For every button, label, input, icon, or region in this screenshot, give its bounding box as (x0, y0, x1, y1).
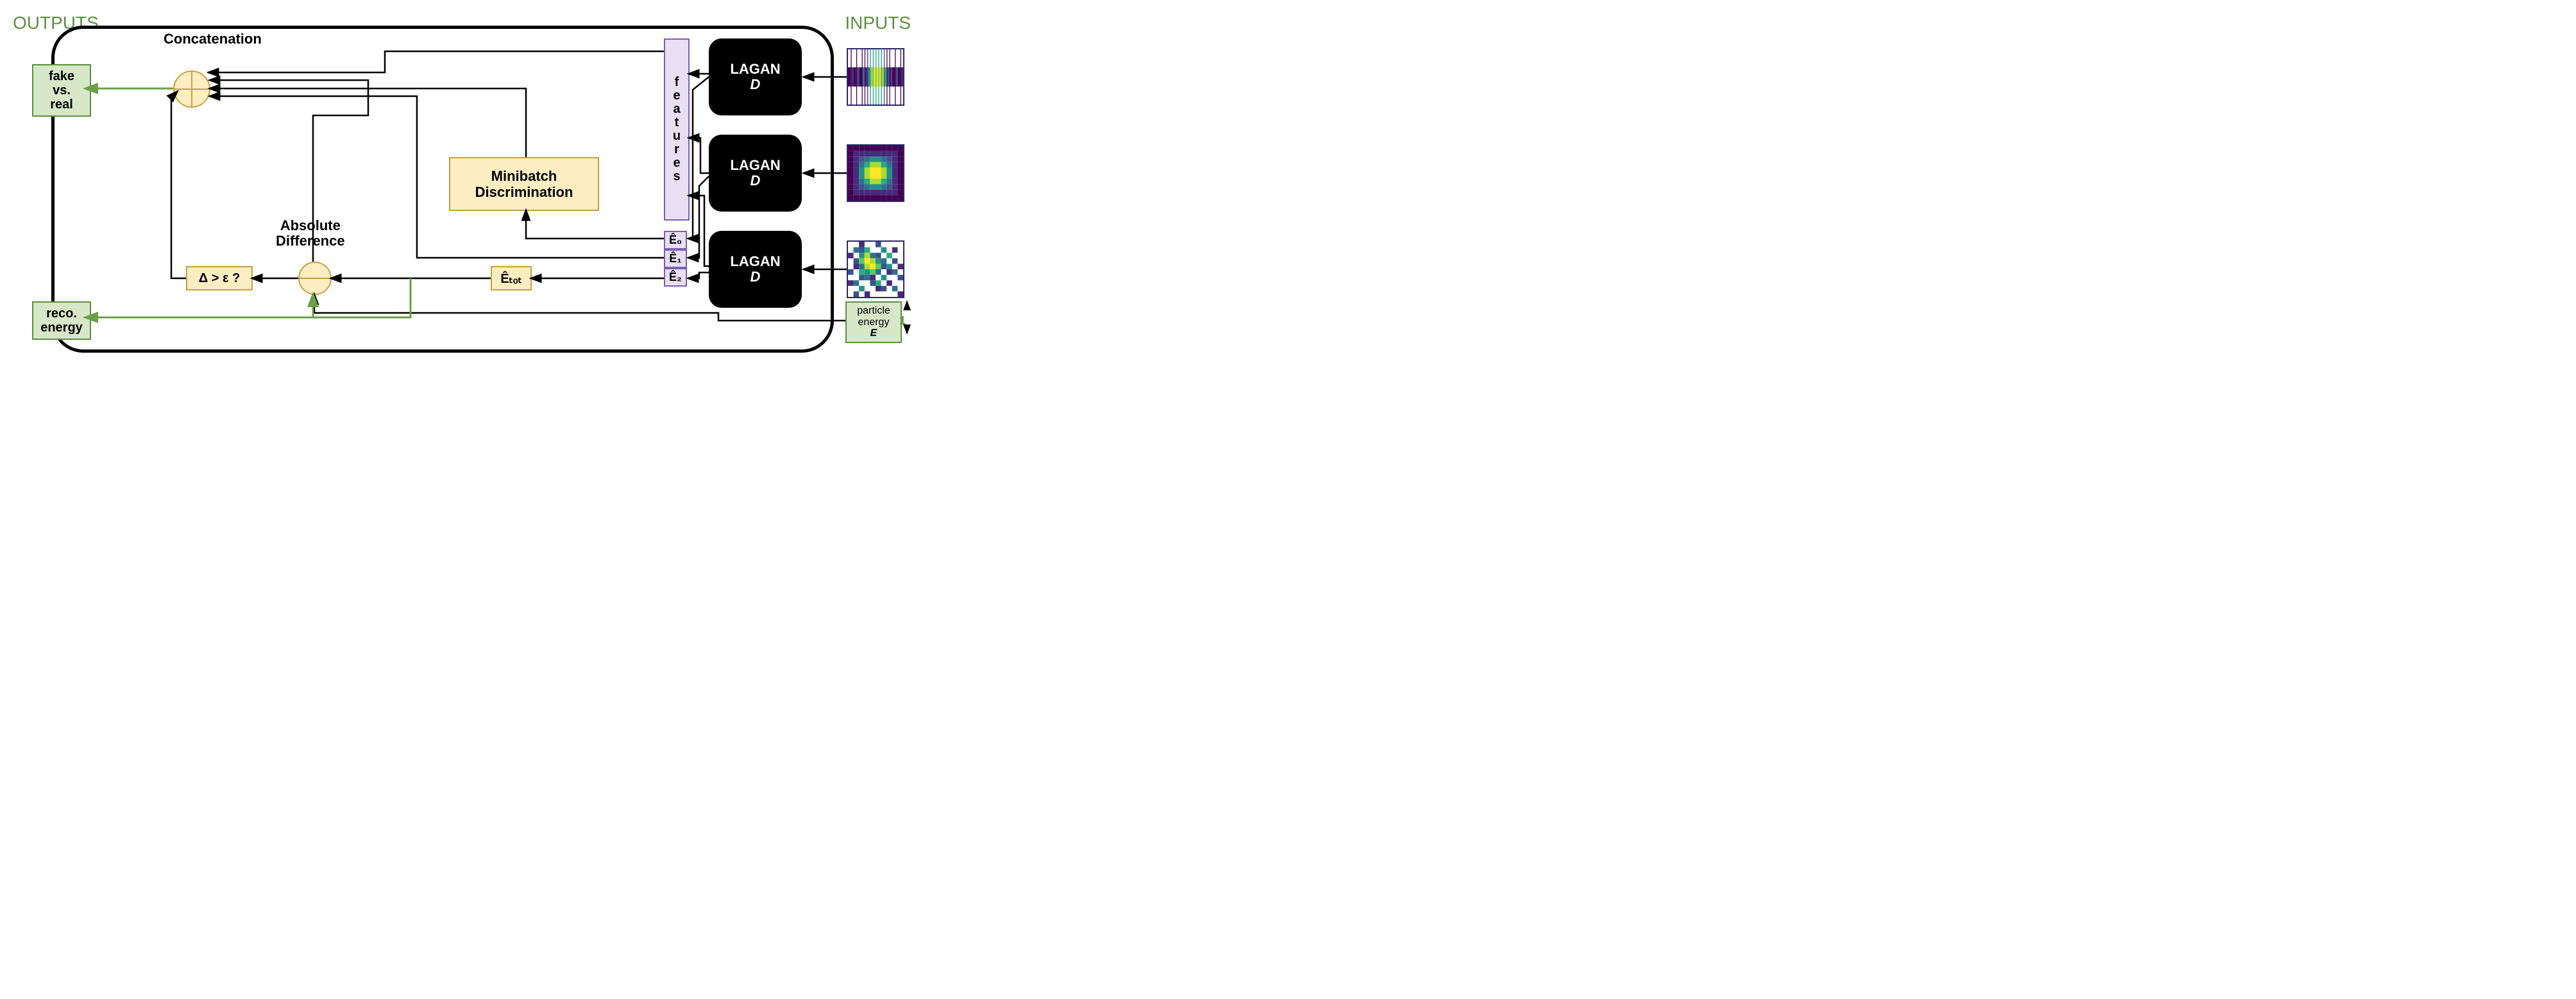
lagan-d: D (750, 173, 761, 189)
input-heatmap-1 (847, 144, 904, 202)
energy-stack: Ê₀ Ê₁ Ê₂ (664, 231, 687, 287)
output-reco-energy: reco. energy (32, 301, 91, 340)
lagan-title: LAGAN (730, 158, 780, 173)
concat-label: Concatenation (164, 31, 262, 47)
output-fake-real: fake vs. real (32, 64, 91, 117)
minibatch-box: Minibatch Discrimination (449, 157, 599, 211)
lagan-d: D (750, 269, 761, 285)
concat-node (173, 71, 210, 108)
input-heatmap-2 (847, 240, 904, 298)
absdiff-label: Absolute Difference (276, 218, 345, 249)
inputs-label: INPUTS (845, 13, 911, 33)
lagan-title: LAGAN (730, 254, 780, 269)
absdiff-node (298, 262, 332, 295)
diagram-canvas: OUTPUTS INPUTS LAGAN D LAGAN D LAGAN D f… (13, 13, 911, 361)
etot-box: Êₜₒₜ (491, 266, 532, 290)
energy-e2: Ê₂ (664, 268, 687, 287)
lagan-d: D (750, 77, 761, 92)
lagan-box-0: LAGAN D (709, 38, 802, 115)
energy-e0: Ê₀ (664, 231, 687, 249)
particle-energy-box: particle energy E (845, 301, 902, 343)
delta-box: Δ > ε ? (186, 266, 253, 290)
lagan-title: LAGAN (730, 62, 780, 77)
lagan-box-2: LAGAN D (709, 231, 802, 308)
lagan-box-1: LAGAN D (709, 135, 802, 212)
one-label: 1 (899, 314, 906, 328)
minibatch-line1: Minibatch (491, 168, 557, 184)
energy-e1: Ê₁ (664, 249, 687, 268)
minibatch-line2: Discrimination (475, 184, 573, 200)
features-box: features (664, 38, 690, 221)
input-heatmap-0 (847, 48, 904, 106)
